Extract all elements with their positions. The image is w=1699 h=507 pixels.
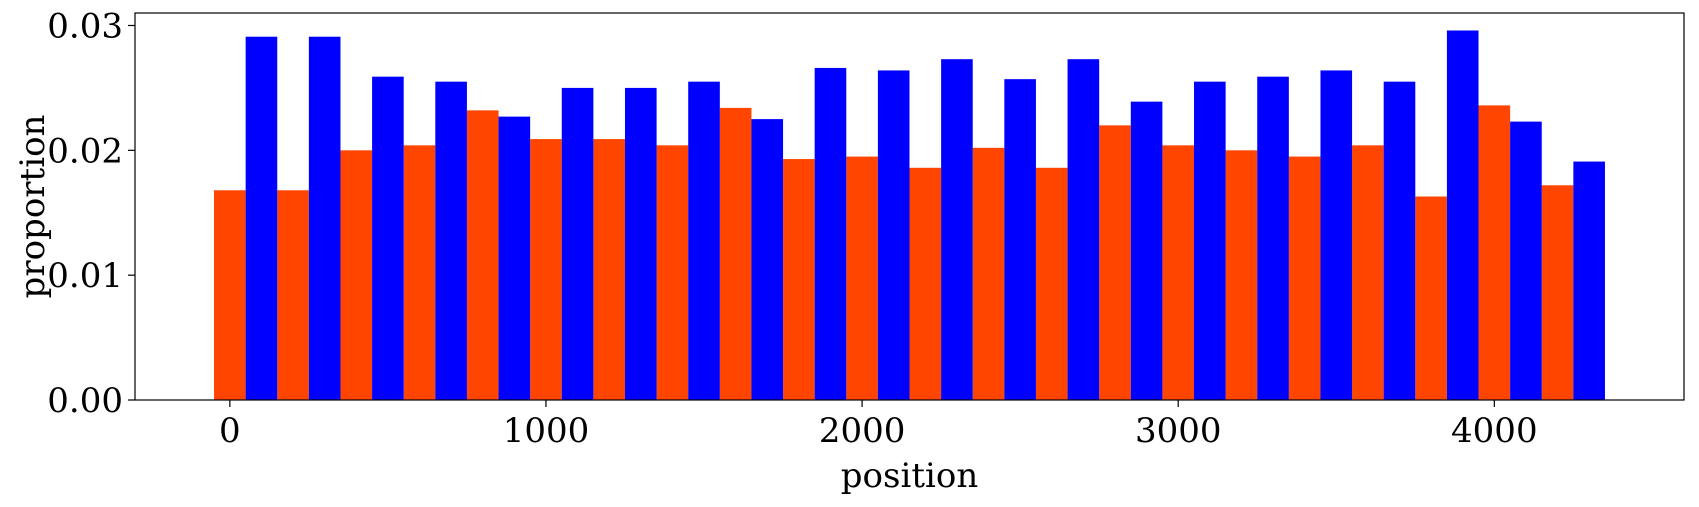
bar-series2-16	[1257, 76, 1289, 401]
bars-layer	[214, 30, 1605, 401]
y-tick-label: 0.01	[47, 256, 123, 296]
y-tick-label: 0.00	[47, 381, 123, 421]
bar-series1-15	[1162, 145, 1195, 400]
bar-series2-11	[941, 59, 973, 401]
y-tick-label: 0.03	[47, 6, 123, 46]
bar-series2-21	[1573, 161, 1605, 400]
ticks-layer: 0 1000 2000 3000 4000 0.00 0.01 0.02 0.03	[47, 6, 1537, 451]
bar-series2-3	[435, 81, 467, 401]
bar-series2-19	[1446, 30, 1479, 401]
bar-series1-20	[1478, 105, 1511, 400]
bar-series2-1	[308, 36, 341, 400]
bar-series1-1	[277, 190, 309, 400]
bar-series2-8	[751, 119, 784, 400]
x-tick-label: 0	[219, 411, 241, 451]
bar-series2-7	[688, 81, 720, 401]
bar-series1-2	[340, 150, 373, 400]
bar-series1-19	[1415, 196, 1447, 400]
bar-series2-14	[1130, 101, 1163, 400]
bar-series1-9	[783, 159, 815, 400]
bar-series1-7	[656, 145, 689, 400]
bar-series1-12	[972, 147, 1005, 400]
y-tick-label: 0.02	[47, 131, 123, 171]
bar-series1-11	[909, 167, 942, 400]
bar-series2-0	[245, 36, 278, 400]
bar-series2-10	[877, 70, 910, 400]
bar-series2-17	[1320, 70, 1353, 400]
bar-series2-12	[1004, 79, 1036, 400]
bar-series2-4	[498, 116, 531, 401]
bar-series1-10	[846, 156, 878, 400]
bar-series1-17	[1288, 156, 1321, 400]
bar-series1-0	[214, 190, 246, 400]
bar-series1-16	[1225, 150, 1258, 400]
bar-series2-9	[814, 67, 847, 401]
y-axis-label: proportion	[13, 115, 53, 299]
bar-series1-6	[593, 139, 625, 400]
bar-series2-13	[1067, 59, 1100, 401]
bar-series2-6	[624, 87, 657, 400]
bar-series1-5	[530, 139, 562, 400]
bar-series2-15	[1194, 81, 1226, 401]
bar-series1-8	[719, 107, 752, 401]
bar-series1-14	[1099, 125, 1131, 401]
bar-series1-18	[1352, 145, 1384, 400]
bar-series2-2	[372, 76, 404, 401]
x-tick-label: 1000	[503, 411, 590, 451]
plot-frame	[134, 12, 1685, 401]
bar-series2-20	[1510, 121, 1542, 400]
bar-series1-21	[1541, 185, 1574, 400]
x-axis-label: position	[841, 456, 978, 496]
bar-series2-5	[561, 87, 594, 400]
bar-series1-4	[466, 110, 499, 400]
x-tick-label: 3000	[1135, 411, 1222, 451]
bar-series1-13	[1035, 167, 1068, 400]
x-tick-label: 2000	[819, 411, 906, 451]
bar-series2-18	[1383, 81, 1416, 401]
x-tick-label: 4000	[1451, 411, 1538, 451]
bar-series1-3	[403, 145, 436, 400]
